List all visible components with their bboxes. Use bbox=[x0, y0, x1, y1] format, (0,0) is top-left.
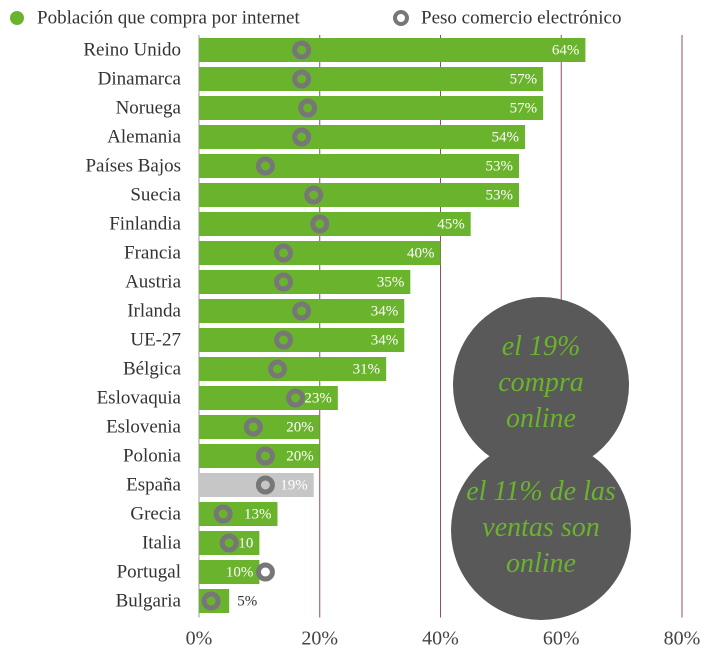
annotation: el 11% de las ventas son online bbox=[466, 476, 616, 579]
annotation: el 19% compra online bbox=[498, 331, 584, 434]
bar bbox=[199, 270, 411, 294]
marker bbox=[255, 562, 275, 582]
y-tick-label: Eslovenia bbox=[106, 416, 181, 437]
data-label: 64% bbox=[552, 42, 580, 58]
marker bbox=[255, 156, 275, 176]
x-tick-label: 80% bbox=[664, 628, 701, 650]
x-tick-label: 40% bbox=[422, 628, 459, 650]
data-label: 10 bbox=[238, 535, 253, 551]
y-tick-label: Reino Unido bbox=[83, 39, 181, 60]
data-label: 40% bbox=[407, 245, 435, 261]
y-tick-label: Portugal bbox=[117, 561, 181, 582]
marker bbox=[255, 475, 275, 495]
y-tick-label: Grecia bbox=[130, 503, 181, 524]
y-tick-label: Francia bbox=[124, 242, 182, 263]
legend-label: Peso comercio electrónico bbox=[421, 7, 621, 28]
marker bbox=[267, 359, 287, 379]
bar bbox=[199, 154, 519, 178]
bar bbox=[199, 241, 441, 265]
bar bbox=[199, 67, 544, 91]
x-tick-label: 0% bbox=[186, 628, 213, 650]
marker bbox=[274, 243, 294, 263]
legend-swatch bbox=[393, 10, 409, 26]
data-label: 34% bbox=[371, 303, 399, 319]
data-label: 53% bbox=[485, 158, 513, 174]
legend-label: Población que compra por internet bbox=[37, 7, 300, 28]
marker bbox=[292, 40, 312, 60]
y-tick-label: Suecia bbox=[130, 184, 181, 205]
marker bbox=[243, 417, 263, 437]
y-tick-label: Polonia bbox=[123, 445, 182, 466]
data-label: 10% bbox=[226, 564, 254, 580]
y-tick-label: Eslovaquia bbox=[97, 387, 182, 408]
data-label: 13% bbox=[244, 506, 272, 522]
y-tick-label: Austria bbox=[125, 271, 182, 292]
marker bbox=[292, 127, 312, 147]
bar bbox=[199, 386, 338, 410]
marker bbox=[310, 214, 330, 234]
annotation-bubble bbox=[451, 440, 631, 620]
data-label: 23% bbox=[304, 390, 332, 406]
y-tick-label: Finlandia bbox=[109, 213, 181, 234]
y-tick-label: Países Bajos bbox=[85, 155, 181, 176]
data-label: 19% bbox=[280, 477, 308, 493]
data-label: 57% bbox=[510, 71, 538, 87]
data-label: 45% bbox=[437, 216, 465, 232]
data-label: 54% bbox=[492, 129, 520, 145]
y-tick-label: Alemania bbox=[107, 126, 181, 147]
marker bbox=[255, 446, 275, 466]
legend-swatch bbox=[10, 11, 24, 25]
bar bbox=[199, 125, 526, 149]
y-tick-label: UE-27 bbox=[130, 329, 181, 350]
bar bbox=[199, 328, 405, 352]
y-tick-label: Bulgaria bbox=[116, 590, 182, 611]
marker bbox=[219, 533, 239, 553]
x-tick-label: 60% bbox=[543, 628, 580, 650]
data-label: 34% bbox=[371, 332, 399, 348]
bar bbox=[199, 502, 278, 526]
bar bbox=[199, 560, 260, 584]
marker bbox=[292, 301, 312, 321]
data-label: 31% bbox=[353, 361, 381, 377]
marker bbox=[201, 591, 221, 611]
marker bbox=[298, 98, 318, 118]
marker bbox=[292, 69, 312, 89]
y-tick-label: Noruega bbox=[116, 97, 182, 118]
marker bbox=[274, 330, 294, 350]
data-label: 20% bbox=[286, 419, 314, 435]
y-tick-label: España bbox=[126, 474, 181, 495]
marker bbox=[304, 185, 324, 205]
y-tick-label: Dinamarca bbox=[98, 68, 182, 89]
bar bbox=[199, 357, 387, 381]
marker bbox=[274, 272, 294, 292]
x-tick-label: 20% bbox=[301, 628, 338, 650]
y-tick-label: Irlanda bbox=[127, 300, 181, 321]
y-tick-label: Bélgica bbox=[123, 358, 182, 379]
annotation-bubble bbox=[453, 297, 629, 473]
data-label: 35% bbox=[377, 274, 405, 290]
bar bbox=[199, 38, 586, 62]
data-label: 5% bbox=[237, 593, 257, 609]
data-label: 20% bbox=[286, 448, 314, 464]
bar bbox=[199, 183, 519, 207]
marker bbox=[286, 388, 306, 408]
y-tick-label: Italia bbox=[142, 532, 182, 553]
data-label: 53% bbox=[485, 187, 513, 203]
data-label: 57% bbox=[510, 100, 538, 116]
bar bbox=[199, 212, 471, 236]
bar bbox=[199, 96, 544, 120]
marker bbox=[213, 504, 233, 524]
